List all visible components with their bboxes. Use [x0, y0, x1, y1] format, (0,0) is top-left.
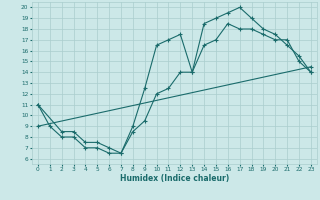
X-axis label: Humidex (Indice chaleur): Humidex (Indice chaleur)	[120, 174, 229, 183]
